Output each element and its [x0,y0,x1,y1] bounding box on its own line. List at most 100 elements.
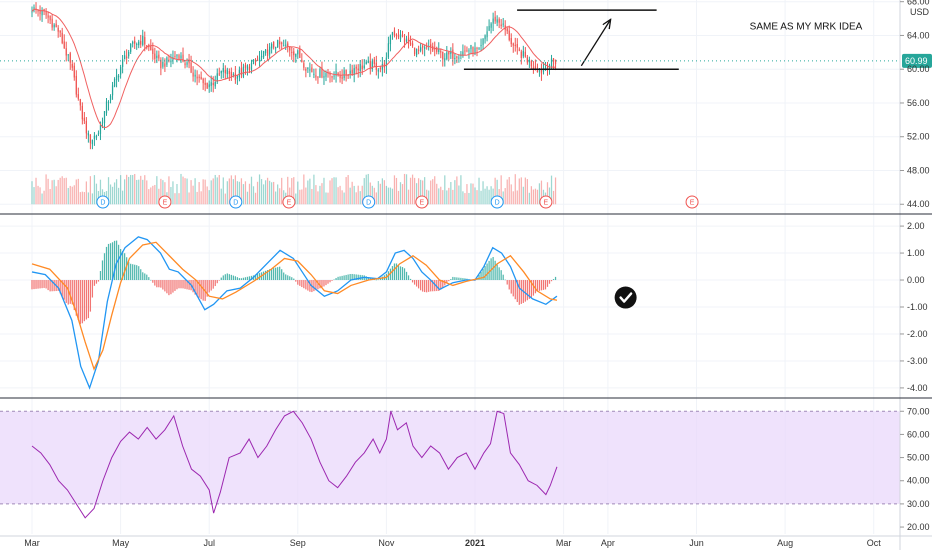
macd-hist-bar [405,271,408,281]
macd-hist-bar [321,280,323,288]
volume-bar [180,173,182,205]
candle-body [444,58,446,60]
chart-text-layer: USD SAME AS MY MRK IDEA 44.00 48.00 52.00 5… [24,0,929,548]
volume-bar [367,173,369,205]
volume-bar [218,174,220,205]
volume-bar [208,190,210,205]
candle-body [33,7,35,10]
candle-body [218,73,220,75]
macd-hist-bar [317,280,319,290]
macd-hist-bar [516,280,518,303]
candle-body [305,69,307,71]
volume-bar [315,185,317,205]
candle-body [31,11,33,13]
macd-hist-bar [254,274,257,281]
volume-bar [172,181,174,205]
macd-hist-bar [128,261,130,281]
volume-bar [91,193,94,205]
x-axis-label: Jul [203,538,215,548]
macd-hist-bar [75,280,77,316]
volume-bar [109,184,112,205]
candle-body [319,69,321,78]
volume-bar [258,174,261,205]
volume-bar [130,174,132,205]
macd-hist-bar [134,264,136,281]
candle-body [174,55,176,57]
candle-body [377,69,379,72]
macd-hist-bar [124,253,126,281]
volume-bar [405,174,408,205]
macd-hist-bar [508,280,510,290]
volume-bar [216,177,218,205]
macd-hist-bar [397,265,400,281]
macd-hist-bar [401,267,404,281]
rsi-axis-tick-label: 30.00 [907,499,930,509]
volume-bar [462,191,464,205]
macd-hist-bar [262,271,265,281]
volume-bar [178,193,180,205]
volume-bar [345,177,347,205]
macd-hist-bar [178,280,180,289]
volume-bar [426,189,428,205]
candle-body [283,45,285,47]
macd-hist-bar [273,268,275,281]
macd-hist-bar [343,275,345,281]
volume-bar [411,174,414,205]
candle-body [260,56,263,58]
macd-hist-bar [130,263,132,281]
macd-hist-bar [407,275,410,281]
macd-hist-bar [188,280,190,290]
candle-body [150,46,152,51]
volume-bar [430,180,432,205]
candle-body [188,60,190,64]
candle-body [393,30,396,36]
macd-hist-bar [377,279,379,281]
volume-bar [154,184,156,205]
candle-body [99,125,102,134]
candle-body [258,57,261,62]
candle-body [95,135,98,138]
candle-body [307,67,309,70]
volume-bar [309,178,311,205]
macd-hist-bar [452,276,454,281]
candle-body [482,38,484,45]
candle-body [222,68,224,73]
macd-hist-bar [113,240,116,281]
volume-bar [210,180,212,205]
candle-body [61,32,63,44]
signal-line [31,241,558,371]
volume-bar [35,177,37,205]
candle-body [458,57,460,59]
annotation-note[interactable]: SAME AS MY MRK IDEA [750,22,863,33]
macd-hist-bar [160,280,162,288]
volume-bar [339,185,341,205]
volume-bar [371,185,373,205]
candle-body [526,57,528,63]
volume-bar [264,180,267,205]
volume-bar [466,184,468,205]
user-drawings[interactable] [463,9,679,309]
macd-hist-bar [230,274,232,281]
volume-bar [301,189,303,205]
volume-bar [554,177,557,205]
macd-hist-bar [172,280,174,293]
candle-body [256,59,259,61]
candle-body [285,44,287,46]
candle-body [154,53,156,59]
volume-bar [61,176,63,205]
macd-hist-bar [45,280,47,289]
candle-body [69,53,71,63]
candle-body [329,73,331,76]
volume-bar [492,188,494,205]
rsi-band-layer [0,410,900,505]
macd-hist-bar [43,280,45,288]
macd-hist-bar [309,280,311,292]
candle-body [321,67,323,78]
candle-body [89,134,92,144]
macd-hist-bar [494,260,496,281]
macd-hist-bar [478,274,480,281]
current-price-label: 60.99 [905,56,928,66]
candle-body [37,10,39,12]
